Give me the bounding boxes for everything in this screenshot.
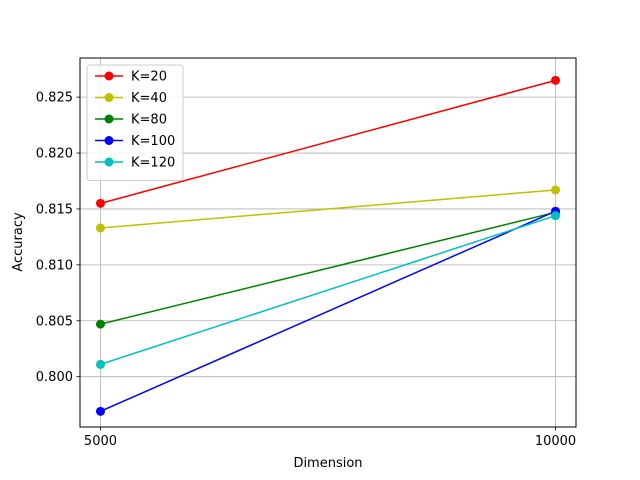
series-line bbox=[100, 210, 556, 413]
legend-marker bbox=[104, 157, 114, 167]
data-point bbox=[95, 198, 105, 208]
series-line bbox=[100, 214, 556, 366]
data-point bbox=[551, 211, 561, 221]
legend-marker bbox=[104, 93, 114, 102]
data-point bbox=[551, 185, 561, 195]
legend-marker bbox=[104, 114, 114, 124]
plot-frame bbox=[79, 57, 577, 428]
x-axis-title: Dimension bbox=[293, 456, 362, 471]
y-tick-label: 0.815 bbox=[36, 202, 73, 217]
data-point bbox=[95, 359, 105, 369]
y-tick-label: 0.800 bbox=[36, 370, 73, 385]
y-axis-title: Accuracy bbox=[11, 212, 26, 272]
data-point bbox=[95, 223, 105, 233]
legend-label: K=40 bbox=[131, 91, 167, 106]
legend-label: K=20 bbox=[131, 70, 167, 85]
y-tick-label: 0.810 bbox=[36, 258, 73, 273]
y-tick-label: 0.825 bbox=[36, 91, 73, 106]
y-tick-label: 0.820 bbox=[36, 147, 73, 162]
series-line bbox=[100, 189, 556, 229]
legend-label: K=80 bbox=[131, 113, 167, 128]
legend-label: K=120 bbox=[131, 156, 175, 171]
series-line bbox=[100, 79, 556, 205]
data-point bbox=[551, 75, 561, 85]
legend-marker bbox=[104, 136, 114, 145]
legend: K=20 K=40 K=80 K=100 K=120 bbox=[86, 64, 184, 181]
series-lines bbox=[95, 75, 561, 416]
x-tick-label: 5000 bbox=[84, 434, 117, 449]
legend-marker bbox=[104, 71, 114, 81]
y-tick-label: 0.805 bbox=[36, 314, 73, 329]
data-point bbox=[95, 406, 105, 416]
legend-label: K=100 bbox=[131, 134, 175, 149]
series-line bbox=[100, 211, 556, 325]
data-point bbox=[95, 319, 105, 329]
axis-ticks: 5000 10000 0.800 0.805 0.810 0.815 0.820 0.825 bbox=[36, 91, 576, 449]
x-tick-label: 10000 bbox=[535, 434, 576, 449]
